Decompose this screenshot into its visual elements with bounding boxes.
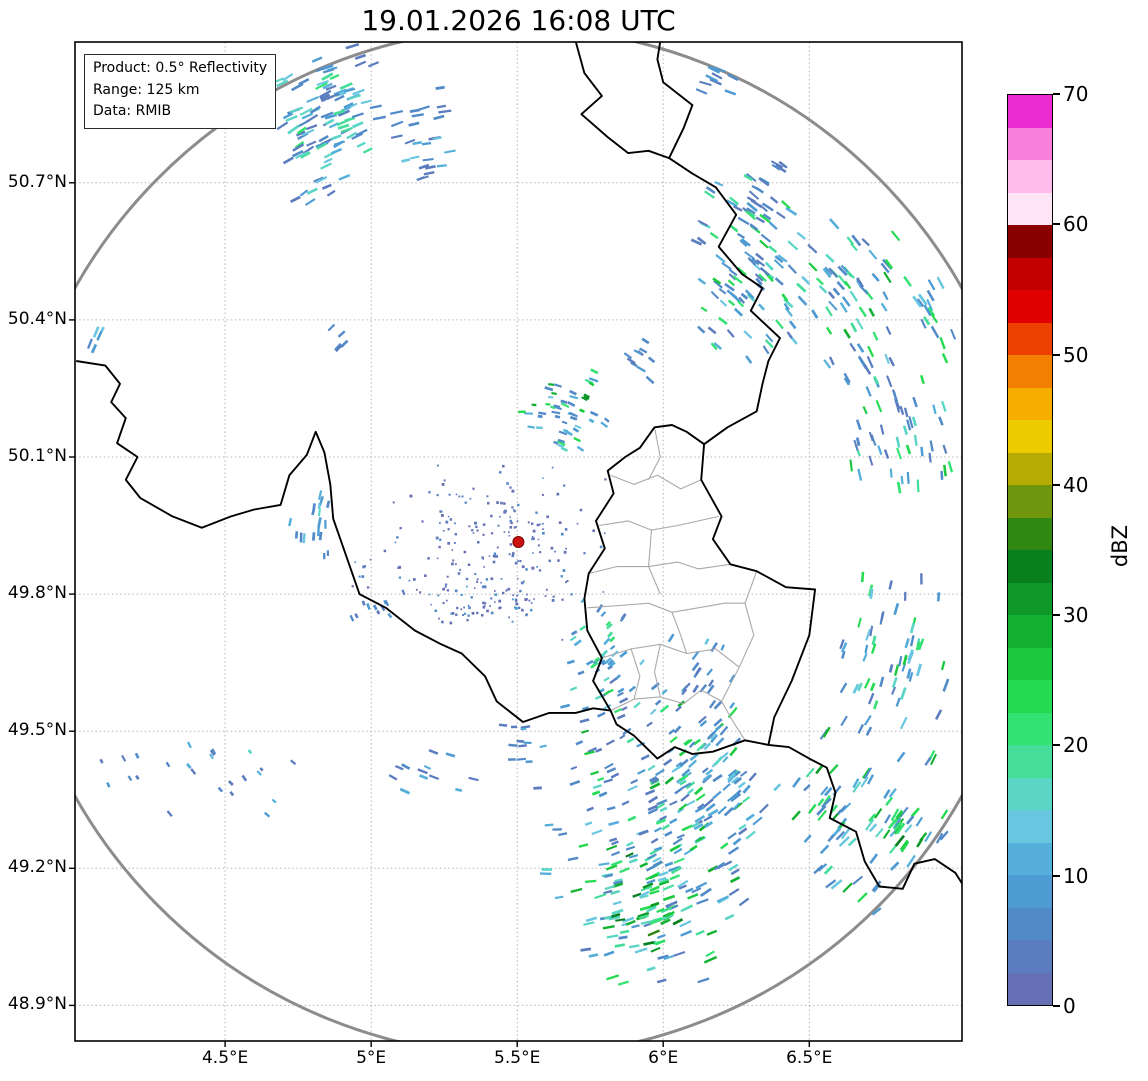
colorbar-band (1008, 712, 1052, 745)
x-tick-label: 5°E (356, 1048, 387, 1068)
colorbar-band (1008, 940, 1052, 973)
x-tick-label: 5.5°E (494, 1048, 541, 1068)
colorbar-band (1008, 322, 1052, 355)
colorbar-band (1008, 225, 1052, 258)
colorbar-band (1008, 745, 1052, 778)
colorbar-gradient (1007, 94, 1053, 1006)
colorbar-band (1008, 582, 1052, 615)
radar-echoes (87, 42, 957, 986)
info-box: Product: 0.5° Reflectivity Range: 125 km… (84, 54, 277, 130)
colorbar-band (1008, 485, 1052, 518)
tick-marks (69, 182, 810, 1047)
colorbar-band (1008, 127, 1052, 160)
colorbar-tick-label: 60 (1063, 212, 1089, 237)
y-tick-label: 48.9°N (7, 994, 67, 1015)
colorbar-tick-label: 20 (1063, 733, 1089, 758)
colorbar-tick-mark (1053, 1005, 1060, 1007)
colorbar-tick-mark (1053, 614, 1060, 617)
info-range-line: Range: 125 km (93, 81, 200, 98)
y-tick-label: 50.7°N (7, 171, 67, 192)
colorbar-band (1008, 875, 1052, 908)
colorbar-band (1008, 452, 1052, 485)
x-tick-label: 6.5°E (786, 1048, 833, 1068)
colorbar-band (1008, 907, 1052, 940)
info-product-line: Product: 0.5° Reflectivity (93, 60, 268, 76)
colorbar-tick-mark (1053, 483, 1060, 486)
y-tick-label: 49.5°N (7, 720, 67, 741)
colorbar-tick-label: 0 (1063, 994, 1076, 1018)
axes-frame (74, 41, 963, 1042)
y-tick-label: 49.8°N (7, 583, 67, 604)
colorbar-axis-label: dBZ (1108, 524, 1132, 568)
colorbar-tick-label: 30 (1063, 603, 1089, 628)
colorbar-band (1008, 160, 1052, 193)
colorbar-band (1008, 517, 1052, 550)
colorbar-band (1008, 420, 1052, 453)
colorbar-tick-mark (1053, 93, 1060, 95)
regional-borders (587, 427, 758, 741)
colorbar-band (1008, 257, 1052, 290)
colorbar-band (1008, 842, 1052, 875)
colorbar-band (1008, 680, 1052, 713)
colorbar-band (1008, 290, 1052, 323)
x-tick-label: 6°E (648, 1048, 679, 1068)
plot-title: 19.01.2026 16:08 UTC (361, 4, 676, 37)
radar-site-dot (512, 536, 525, 548)
colorbar-tick-label: 70 (1063, 82, 1089, 106)
colorbar-band (1008, 355, 1052, 388)
national-borders (76, 42, 962, 890)
colorbar-tick-mark (1053, 223, 1060, 226)
colorbar-band (1008, 387, 1052, 420)
colorbar-band (1008, 810, 1052, 843)
colorbar-tick-label: 40 (1063, 472, 1089, 497)
colorbar-tick-mark (1053, 744, 1060, 747)
colorbar-band (1008, 972, 1052, 1005)
y-tick-label: 49.2°N (7, 857, 67, 878)
colorbar-band (1008, 615, 1052, 648)
y-tick-label: 50.1°N (7, 445, 67, 466)
colorbar-tick-label: 50 (1063, 342, 1089, 367)
colorbar-band (1008, 95, 1052, 128)
colorbar-tick-mark (1053, 874, 1060, 877)
colorbar-band (1008, 647, 1052, 680)
colorbar-band (1008, 192, 1052, 225)
colorbar-tick-mark (1053, 353, 1060, 356)
x-tick-label: 4.5°E (201, 1048, 249, 1068)
info-source-line: Data: RMIB (93, 103, 172, 120)
colorbar-band (1008, 550, 1052, 583)
colorbar-tick-label: 10 (1063, 863, 1089, 888)
colorbar-band (1008, 777, 1052, 810)
y-tick-label: 50.4°N (7, 308, 67, 329)
